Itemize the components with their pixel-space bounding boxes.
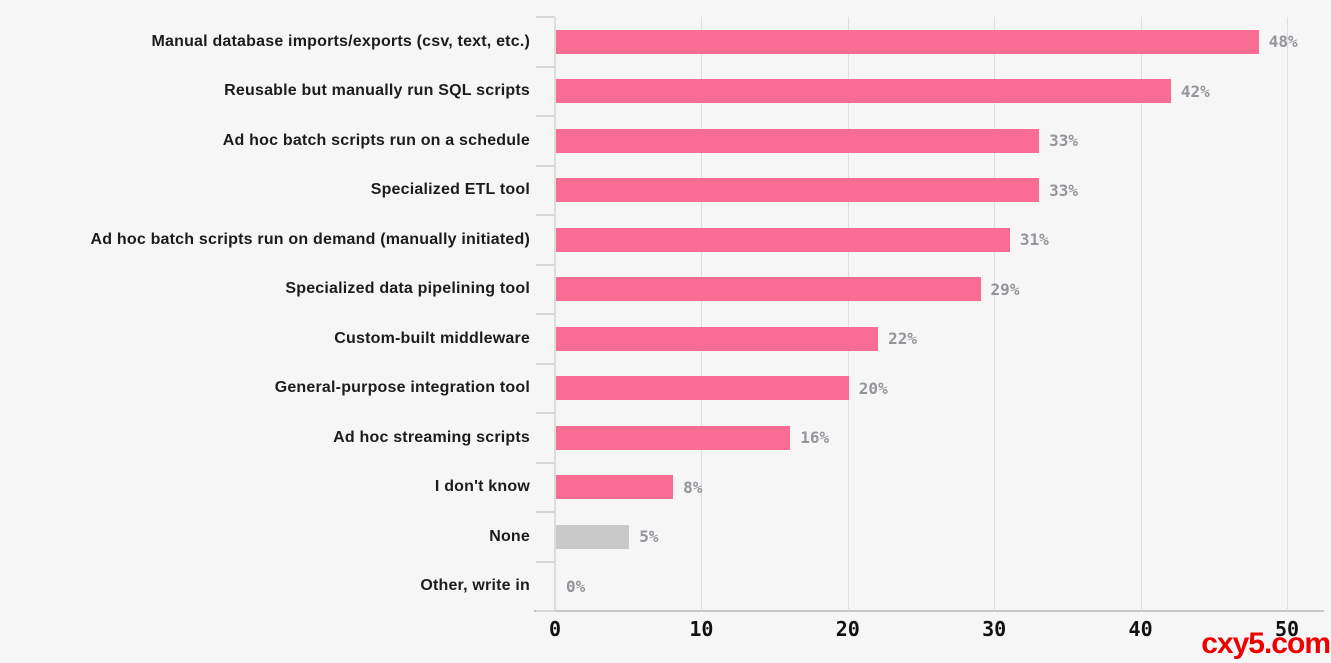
x-axis-line [534,610,1324,612]
x-tick-label: 20 [835,617,860,641]
axis-tick [536,610,555,612]
x-tick-label: 40 [1128,617,1153,641]
category-label: Specialized ETL tool [370,181,530,199]
axis-tick [536,214,555,216]
value-label: 16% [800,428,830,448]
axis-tick [536,164,555,167]
axis-tick [536,16,555,18]
bar [556,277,981,302]
value-label: 20% [858,378,888,398]
axis-tick [536,362,555,365]
bar [556,326,879,351]
bar [556,128,1040,153]
axis-tick [536,115,555,117]
gridline [701,17,703,611]
axis-tick [536,412,555,414]
axis-tick [536,313,555,315]
category-label: Manual database imports/exports (csv, te… [151,32,530,50]
category-label: General-purpose integration tool [274,379,530,397]
category-label: Ad hoc batch scripts run on demand (manu… [90,230,530,248]
category-label: Ad hoc streaming scripts [333,428,530,446]
category-label: Reusable but manually run SQL scripts [224,82,530,100]
x-tick-label: 10 [689,617,714,641]
category-label: None [489,527,530,545]
value-label: 8% [683,477,703,497]
x-tick-label: 0 [548,617,562,641]
gridline [1287,17,1288,611]
watermark: cxy5.com [1201,627,1331,660]
gridline [1140,17,1142,611]
bar [556,376,849,401]
category-label: I don't know [434,478,530,496]
x-tick-label: 30 [982,617,1007,641]
value-label: 5% [639,527,659,547]
value-label: 42% [1180,81,1210,101]
axis-tick [536,263,555,266]
bar [556,475,674,500]
bar [556,524,630,549]
category-label: Other, write in [420,577,530,595]
axis-tick [536,461,555,464]
axis-tick [536,560,555,563]
x-tick-label: 50 [1274,617,1300,641]
category-label: Specialized data pipelining tool [285,280,530,298]
bar [556,227,1010,252]
value-label: 33% [1049,180,1079,200]
category-label: Custom-built middleware [334,329,530,347]
bar [556,178,1040,203]
category-label: Ad hoc batch scripts run on a schedule [222,131,530,149]
bar [556,425,791,450]
axis-tick [536,511,555,513]
value-label: 48% [1268,32,1298,52]
value-label: 33% [1049,131,1079,151]
value-label: 31% [1019,230,1049,250]
value-label: 0% [566,576,586,596]
gridline [847,17,849,611]
y-axis-line [554,17,556,611]
axis-tick [536,65,555,68]
bar [556,79,1171,104]
value-label: 29% [990,279,1020,299]
gridline [994,17,996,611]
bar [556,29,1259,54]
value-label: 22% [888,329,917,349]
